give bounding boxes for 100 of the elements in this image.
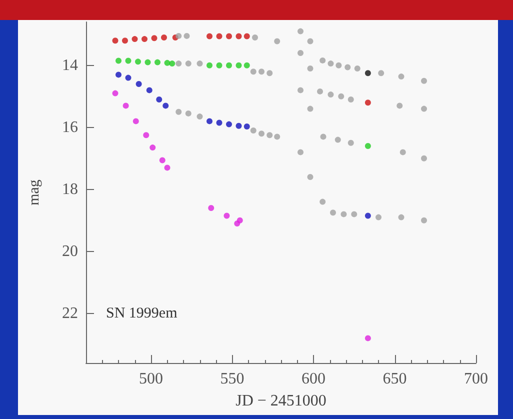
- point: [258, 130, 264, 137]
- point: [330, 210, 336, 216]
- point: [376, 214, 382, 220]
- point: [298, 87, 304, 94]
- point: [206, 62, 212, 68]
- point: [421, 155, 427, 162]
- point: [307, 38, 314, 44]
- point: [196, 114, 203, 120]
- point: [151, 35, 158, 42]
- point: [125, 58, 132, 64]
- point: [334, 136, 341, 143]
- point: [396, 102, 403, 109]
- point: [354, 66, 360, 72]
- point: [185, 110, 192, 116]
- point: [400, 149, 406, 156]
- point: [336, 62, 342, 68]
- point: [132, 36, 138, 42]
- point: [244, 62, 250, 68]
- point: [116, 58, 122, 64]
- point: [136, 81, 142, 87]
- y-tick-label: 22: [62, 304, 78, 322]
- point: [226, 121, 232, 128]
- point: [421, 106, 427, 112]
- point: [378, 70, 384, 76]
- point: [206, 118, 212, 124]
- point: [344, 64, 351, 70]
- point: [338, 93, 344, 100]
- point: [143, 132, 150, 138]
- point: [135, 58, 141, 65]
- annotation: SN 1999em: [106, 306, 178, 322]
- point: [236, 33, 242, 40]
- point: [307, 174, 314, 180]
- point: [226, 62, 232, 68]
- point: [132, 118, 139, 124]
- point: [351, 211, 358, 218]
- point: [154, 59, 160, 66]
- point: [298, 149, 304, 156]
- point: [421, 78, 427, 84]
- point: [122, 38, 128, 44]
- point: [328, 60, 334, 67]
- point: [236, 122, 242, 129]
- point: [169, 60, 176, 67]
- point: [156, 96, 162, 102]
- point: [298, 50, 304, 56]
- point: [364, 70, 371, 76]
- point: [236, 62, 242, 68]
- point: [252, 34, 258, 40]
- point: [274, 134, 280, 140]
- point: [142, 36, 148, 42]
- point: [244, 33, 250, 40]
- y-tick-label: 20: [62, 242, 78, 260]
- point: [150, 144, 156, 151]
- point: [348, 140, 354, 146]
- point: [216, 62, 222, 68]
- point: [340, 211, 347, 218]
- point: [176, 108, 182, 115]
- point: [164, 164, 170, 171]
- point: [185, 60, 192, 67]
- point: [196, 60, 203, 67]
- point: [125, 74, 132, 81]
- point: [320, 198, 326, 205]
- point: [116, 72, 122, 78]
- point: [364, 100, 371, 106]
- point: [236, 217, 243, 224]
- point: [364, 143, 371, 149]
- point: [216, 33, 222, 40]
- point: [298, 28, 304, 34]
- y-tick-label: 16: [62, 118, 78, 136]
- point: [266, 70, 273, 76]
- point: [146, 87, 152, 94]
- point: [364, 212, 371, 219]
- y-axis-title: mag: [26, 179, 42, 206]
- point: [208, 205, 214, 211]
- point: [159, 157, 166, 164]
- point: [224, 212, 230, 219]
- point: [112, 90, 118, 96]
- point: [274, 38, 280, 44]
- point: [184, 32, 190, 39]
- point: [216, 120, 222, 126]
- point: [250, 68, 256, 75]
- point: [398, 214, 404, 220]
- point: [226, 33, 232, 40]
- point: [258, 68, 264, 75]
- point: [112, 38, 118, 44]
- point: [320, 134, 326, 140]
- point: [176, 60, 182, 67]
- point: [244, 123, 250, 130]
- point: [161, 34, 167, 40]
- point: [317, 88, 323, 94]
- point: [122, 102, 129, 109]
- point: [250, 128, 256, 134]
- point: [206, 33, 212, 40]
- point: [144, 59, 151, 66]
- point: [307, 66, 314, 72]
- point: [364, 335, 371, 342]
- y-tick-label: 14: [62, 56, 78, 74]
- point: [421, 217, 427, 224]
- x-tick-label: 550: [220, 370, 244, 388]
- point: [176, 32, 182, 39]
- y-tick-label: 18: [62, 180, 78, 198]
